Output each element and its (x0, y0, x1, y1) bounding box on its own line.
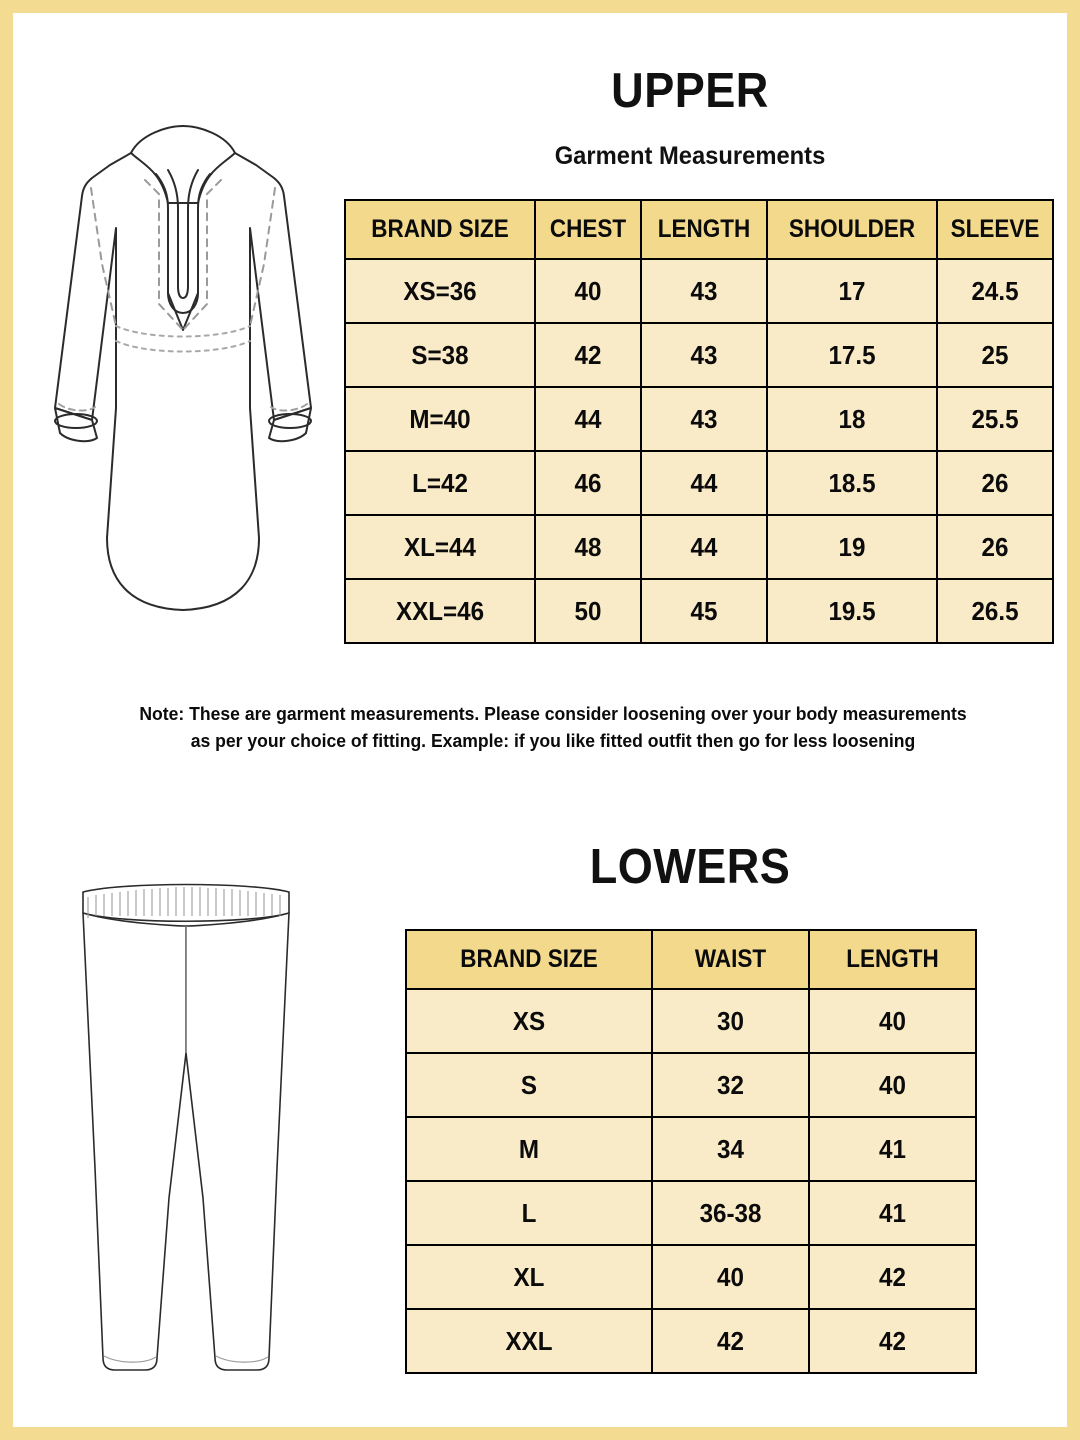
lowers-title: LOWERS (589, 840, 791, 894)
table-cell: XS (405, 988, 653, 1054)
upper-title: UPPER (611, 64, 769, 118)
lowers-size-table-wrapper: BRAND SIZE WAIST LENGTH XS 30 40 S 32 40 (405, 929, 977, 1374)
table-cell: 17.5 (766, 322, 938, 388)
table-cell: 44 (640, 514, 768, 580)
lowers-col-brand-size: BRAND SIZE (405, 929, 653, 990)
upper-col-chest: CHEST (534, 199, 642, 260)
upper-col-length: LENGTH (640, 199, 768, 260)
lowers-col-waist: WAIST (651, 929, 810, 990)
table-cell: XXL=46 (344, 578, 536, 644)
lowers-col-brand-size-label: BRAND SIZE (460, 945, 598, 973)
table-row: S=38 42 43 17.5 25 (344, 322, 1054, 388)
table-cell: XL=44 (344, 514, 536, 580)
table-cell: 26 (936, 450, 1054, 516)
table-row: L 36-38 41 (405, 1180, 977, 1246)
table-cell: 18 (766, 386, 938, 452)
upper-size-table-wrapper: BRAND SIZE CHEST LENGTH SHOULDER SLEEVE … (344, 199, 1054, 644)
upper-col-sleeve: SLEEVE (936, 199, 1054, 260)
table-cell: XXL (405, 1308, 653, 1374)
table-cell: 40 (534, 258, 642, 324)
upper-col-shoulder: SHOULDER (766, 199, 938, 260)
table-cell: 36-38 (651, 1180, 810, 1246)
upper-col-chest-label: CHEST (549, 215, 627, 243)
upper-col-brand-size: BRAND SIZE (344, 199, 536, 260)
table-header-row: BRAND SIZE CHEST LENGTH SHOULDER SLEEVE (344, 199, 1054, 260)
table-cell: 34 (651, 1116, 810, 1182)
table-cell: 48 (534, 514, 642, 580)
table-cell: 41 (808, 1180, 977, 1246)
table-row: XS=36 40 43 17 24.5 (344, 258, 1054, 324)
table-cell: 18.5 (766, 450, 938, 516)
table-cell: 24.5 (936, 258, 1054, 324)
table-cell: 30 (651, 988, 810, 1054)
kurta-illustration (28, 108, 338, 653)
pyjama-illustration (61, 868, 311, 1403)
table-cell: 41 (808, 1116, 977, 1182)
table-cell: L=42 (344, 450, 536, 516)
upper-col-length-label: LENGTH (657, 215, 751, 243)
table-cell: 46 (534, 450, 642, 516)
table-header-row: BRAND SIZE WAIST LENGTH (405, 929, 977, 990)
table-cell: 25.5 (936, 386, 1054, 452)
lowers-col-length-label: LENGTH (846, 945, 939, 973)
lowers-size-table: BRAND SIZE WAIST LENGTH XS 30 40 S 32 40 (405, 929, 977, 1374)
table-row: M 34 41 (405, 1116, 977, 1182)
table-cell: 42 (808, 1308, 977, 1374)
table-row: XXL 42 42 (405, 1308, 977, 1374)
table-cell: 43 (640, 386, 768, 452)
table-cell: 19 (766, 514, 938, 580)
table-cell: 42 (534, 322, 642, 388)
table-row: XL 40 42 (405, 1244, 977, 1310)
table-cell: 43 (640, 258, 768, 324)
table-cell: M=40 (344, 386, 536, 452)
table-cell: XS=36 (344, 258, 536, 324)
lowers-col-length: LENGTH (808, 929, 977, 990)
table-cell: XL (405, 1244, 653, 1310)
table-cell: 40 (808, 988, 977, 1054)
upper-col-brand-size-label: BRAND SIZE (371, 215, 509, 243)
table-cell: 42 (808, 1244, 977, 1310)
table-row: XXL=46 50 45 19.5 26.5 (344, 578, 1054, 644)
note-line-2: as per your choice of fitting. Example: … (190, 729, 916, 751)
table-cell: 44 (640, 450, 768, 516)
upper-col-sleeve-label: SLEEVE (950, 215, 1040, 243)
table-cell: 44 (534, 386, 642, 452)
table-cell: 26.5 (936, 578, 1054, 644)
white-sheet: UPPER Garment Measurements (13, 13, 1067, 1427)
table-cell: 19.5 (766, 578, 938, 644)
table-cell: M (405, 1116, 653, 1182)
table-cell: L (405, 1180, 653, 1246)
table-row: XS 30 40 (405, 988, 977, 1054)
table-cell: S (405, 1052, 653, 1118)
table-cell: 17 (766, 258, 938, 324)
table-cell: 40 (651, 1244, 810, 1310)
table-cell: 42 (651, 1308, 810, 1374)
upper-subtitle: Garment Measurements (554, 142, 826, 170)
table-cell: 40 (808, 1052, 977, 1118)
table-cell: 25 (936, 322, 1054, 388)
table-cell: 32 (651, 1052, 810, 1118)
table-cell: 50 (534, 578, 642, 644)
table-row: L=42 46 44 18.5 26 (344, 450, 1054, 516)
note-line-1: Note: These are garment measurements. Pl… (139, 703, 967, 724)
note-block: Note: These are garment measurements. Pl… (73, 701, 1033, 755)
table-row: XL=44 48 44 19 26 (344, 514, 1054, 580)
upper-size-table: BRAND SIZE CHEST LENGTH SHOULDER SLEEVE … (344, 199, 1054, 644)
table-row: S 32 40 (405, 1052, 977, 1118)
table-cell: S=38 (344, 322, 536, 388)
table-row: M=40 44 43 18 25.5 (344, 386, 1054, 452)
upper-col-shoulder-label: SHOULDER (788, 215, 916, 243)
table-cell: 26 (936, 514, 1054, 580)
table-cell: 45 (640, 578, 768, 644)
lowers-col-waist-label: WAIST (694, 945, 767, 973)
table-cell: 43 (640, 322, 768, 388)
